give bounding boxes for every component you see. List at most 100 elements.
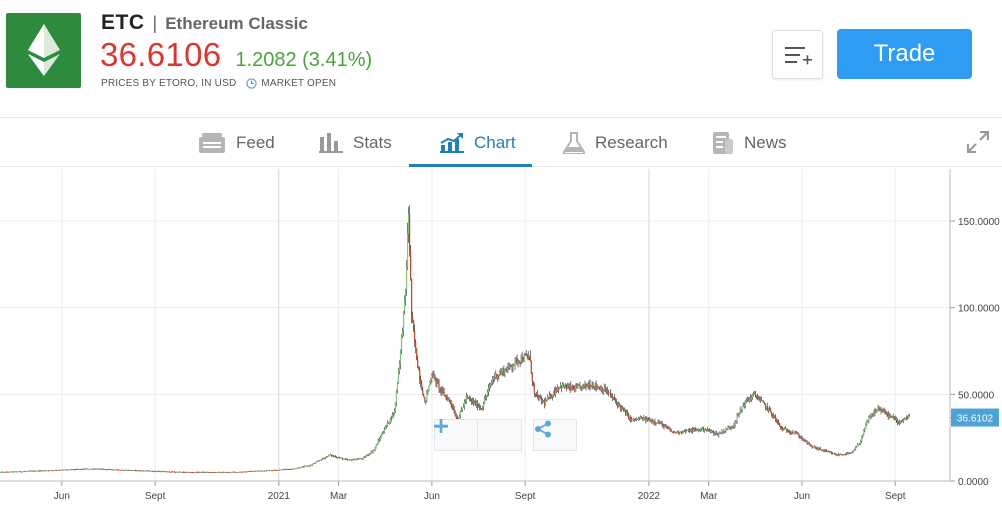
candle-body [617,403,620,406]
candle-body [645,417,647,421]
candle-body [355,459,357,461]
candle-body [625,412,628,415]
candle-body [731,426,733,428]
candle-body [857,444,859,447]
candle-body [785,428,787,430]
candle-body [517,360,519,363]
candle-body [745,400,747,401]
watchlist-button[interactable] [772,30,823,79]
candle-body [582,384,584,386]
candle-body [89,468,91,470]
candle-body [0,472,1,474]
candle-body [522,360,524,362]
add-to-list-icon [785,47,812,65]
candle-body [123,470,125,472]
candlestick-chart[interactable]: 0.0000 50.0000 100.0000 150.0000 Jun Sept 2021… [0,167,1002,517]
candle-body [50,470,52,471]
candle-body [851,452,853,454]
candle-body [623,410,626,411]
candle-body [77,469,79,470]
chart-axes: 0.0000 50.0000 100.0000 150.0000 Jun Sept 2021… [0,169,1000,502]
candle-body [368,454,370,456]
candle-body [162,471,164,473]
candle-body [379,437,381,440]
candle-body [430,379,432,383]
candle-body [330,454,333,456]
candle-body [128,470,130,471]
candle-body [261,470,264,472]
y-tick-label: 100.0000 [958,304,1000,315]
candle-body [789,432,791,433]
share-chart-button[interactable] [533,419,577,451]
candle-body [251,471,254,473]
candle-body [420,379,422,384]
price-chart[interactable]: 0.0000 50.0000 100.0000 150.0000 Jun Sept 2021… [0,167,1002,517]
candle-body [292,468,294,470]
fullscreen-icon[interactable] [967,131,989,153]
candle-body [707,429,709,431]
tab-stats[interactable]: Stats [319,118,392,167]
candle-body [642,418,644,421]
candle-body [563,384,565,387]
candle-body [271,470,273,472]
candle-body [406,233,409,268]
zoom-in-button[interactable] [434,419,522,451]
candle-body [349,459,351,461]
tab-feed[interactable]: Feed [198,118,275,167]
tab-research[interactable]: Research [563,118,668,167]
candle-body [82,468,84,470]
candle-body [694,429,697,431]
candle-body [361,458,363,460]
candle-body [477,406,480,408]
candle-body [26,470,28,472]
trade-button[interactable]: Trade [837,29,972,79]
candle-body [600,388,602,391]
candle-body [659,423,661,425]
candle-body [482,407,484,410]
tab-news[interactable]: News [712,118,787,167]
candle-body [2,471,4,473]
candle-body [647,418,649,421]
candle-body [230,472,232,474]
candle-body [305,465,307,467]
candle-body [202,472,204,473]
candle-body [723,430,725,433]
candle-body [579,385,581,387]
tab-chart[interactable]: Chart [440,118,516,167]
candle-body [350,459,352,461]
candle-body [264,470,266,472]
candle-body [14,471,16,473]
candle-body [462,406,464,408]
candle-body [343,459,345,460]
candle-body [236,472,238,473]
candle-body [529,355,531,362]
candle-body [523,355,525,361]
candle-body [185,472,188,473]
candle-body [87,468,89,470]
candle-body [410,249,412,279]
candle-body [32,470,35,472]
candle-body [671,431,673,433]
candle-body [170,471,172,473]
chart-icon [440,132,464,153]
candle-body [583,384,585,386]
candle-body [632,419,634,421]
candle-body [779,423,781,426]
candle-body [514,359,516,365]
candle-body [86,468,88,470]
candle-body [100,468,102,470]
candle-body [240,471,242,473]
candle-body [867,420,869,422]
candle-body [770,411,773,414]
candle-body [310,465,312,466]
candle-body [151,470,153,472]
candle-body [263,470,265,472]
candle-body [135,470,137,471]
candle-body [550,397,553,398]
candle-body [848,453,850,454]
tab-chart-label: Chart [474,132,516,152]
candle-body [76,469,78,470]
candle-body [196,472,198,473]
candle-body [186,471,189,473]
candle-body [479,407,482,409]
